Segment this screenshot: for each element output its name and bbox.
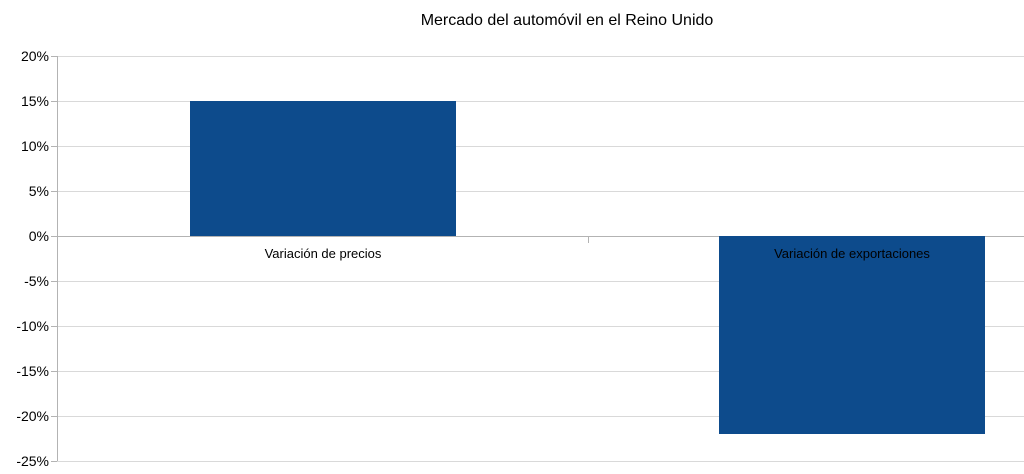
y-axis-tick-label: 10% [20,138,49,154]
y-axis-tick [51,56,57,57]
y-axis-line [57,56,58,461]
category-label: Variación de precios [264,246,382,261]
gridline [57,461,1024,462]
gridline [57,416,1024,417]
y-axis-tick-label: 5% [28,183,49,199]
y-axis-tick-label: -25% [16,453,49,469]
y-axis-tick-label: 15% [20,93,49,109]
gridline [57,281,1024,282]
y-axis-tick [51,191,57,192]
y-axis-tick-label: 20% [20,48,49,64]
gridline [57,101,1024,102]
bar-0 [190,101,456,236]
bar-1 [719,236,985,434]
y-axis-tick-label: -15% [16,363,49,379]
gridline [57,371,1024,372]
y-axis-tick [51,461,57,462]
y-axis-tick [51,326,57,327]
gridline [57,326,1024,327]
y-axis-tick [51,236,57,237]
y-axis-tick [51,146,57,147]
gridline [57,191,1024,192]
category-label: Variación de exportaciones [774,246,930,261]
y-axis-tick-label: -20% [16,408,49,424]
y-axis-tick [51,416,57,417]
y-axis-tick [51,371,57,372]
y-axis-tick-label: -5% [24,273,49,289]
chart-title: Mercado del automóvil en el Reino Unido [420,12,714,29]
y-axis-tick-label: 0% [28,228,49,244]
y-axis-tick [51,281,57,282]
y-axis-tick-label: -10% [16,318,49,334]
y-axis-tick [51,101,57,102]
category-axis-tick [588,237,589,243]
zero-gridline [57,236,1024,237]
gridline [57,146,1024,147]
gridline [57,56,1024,57]
